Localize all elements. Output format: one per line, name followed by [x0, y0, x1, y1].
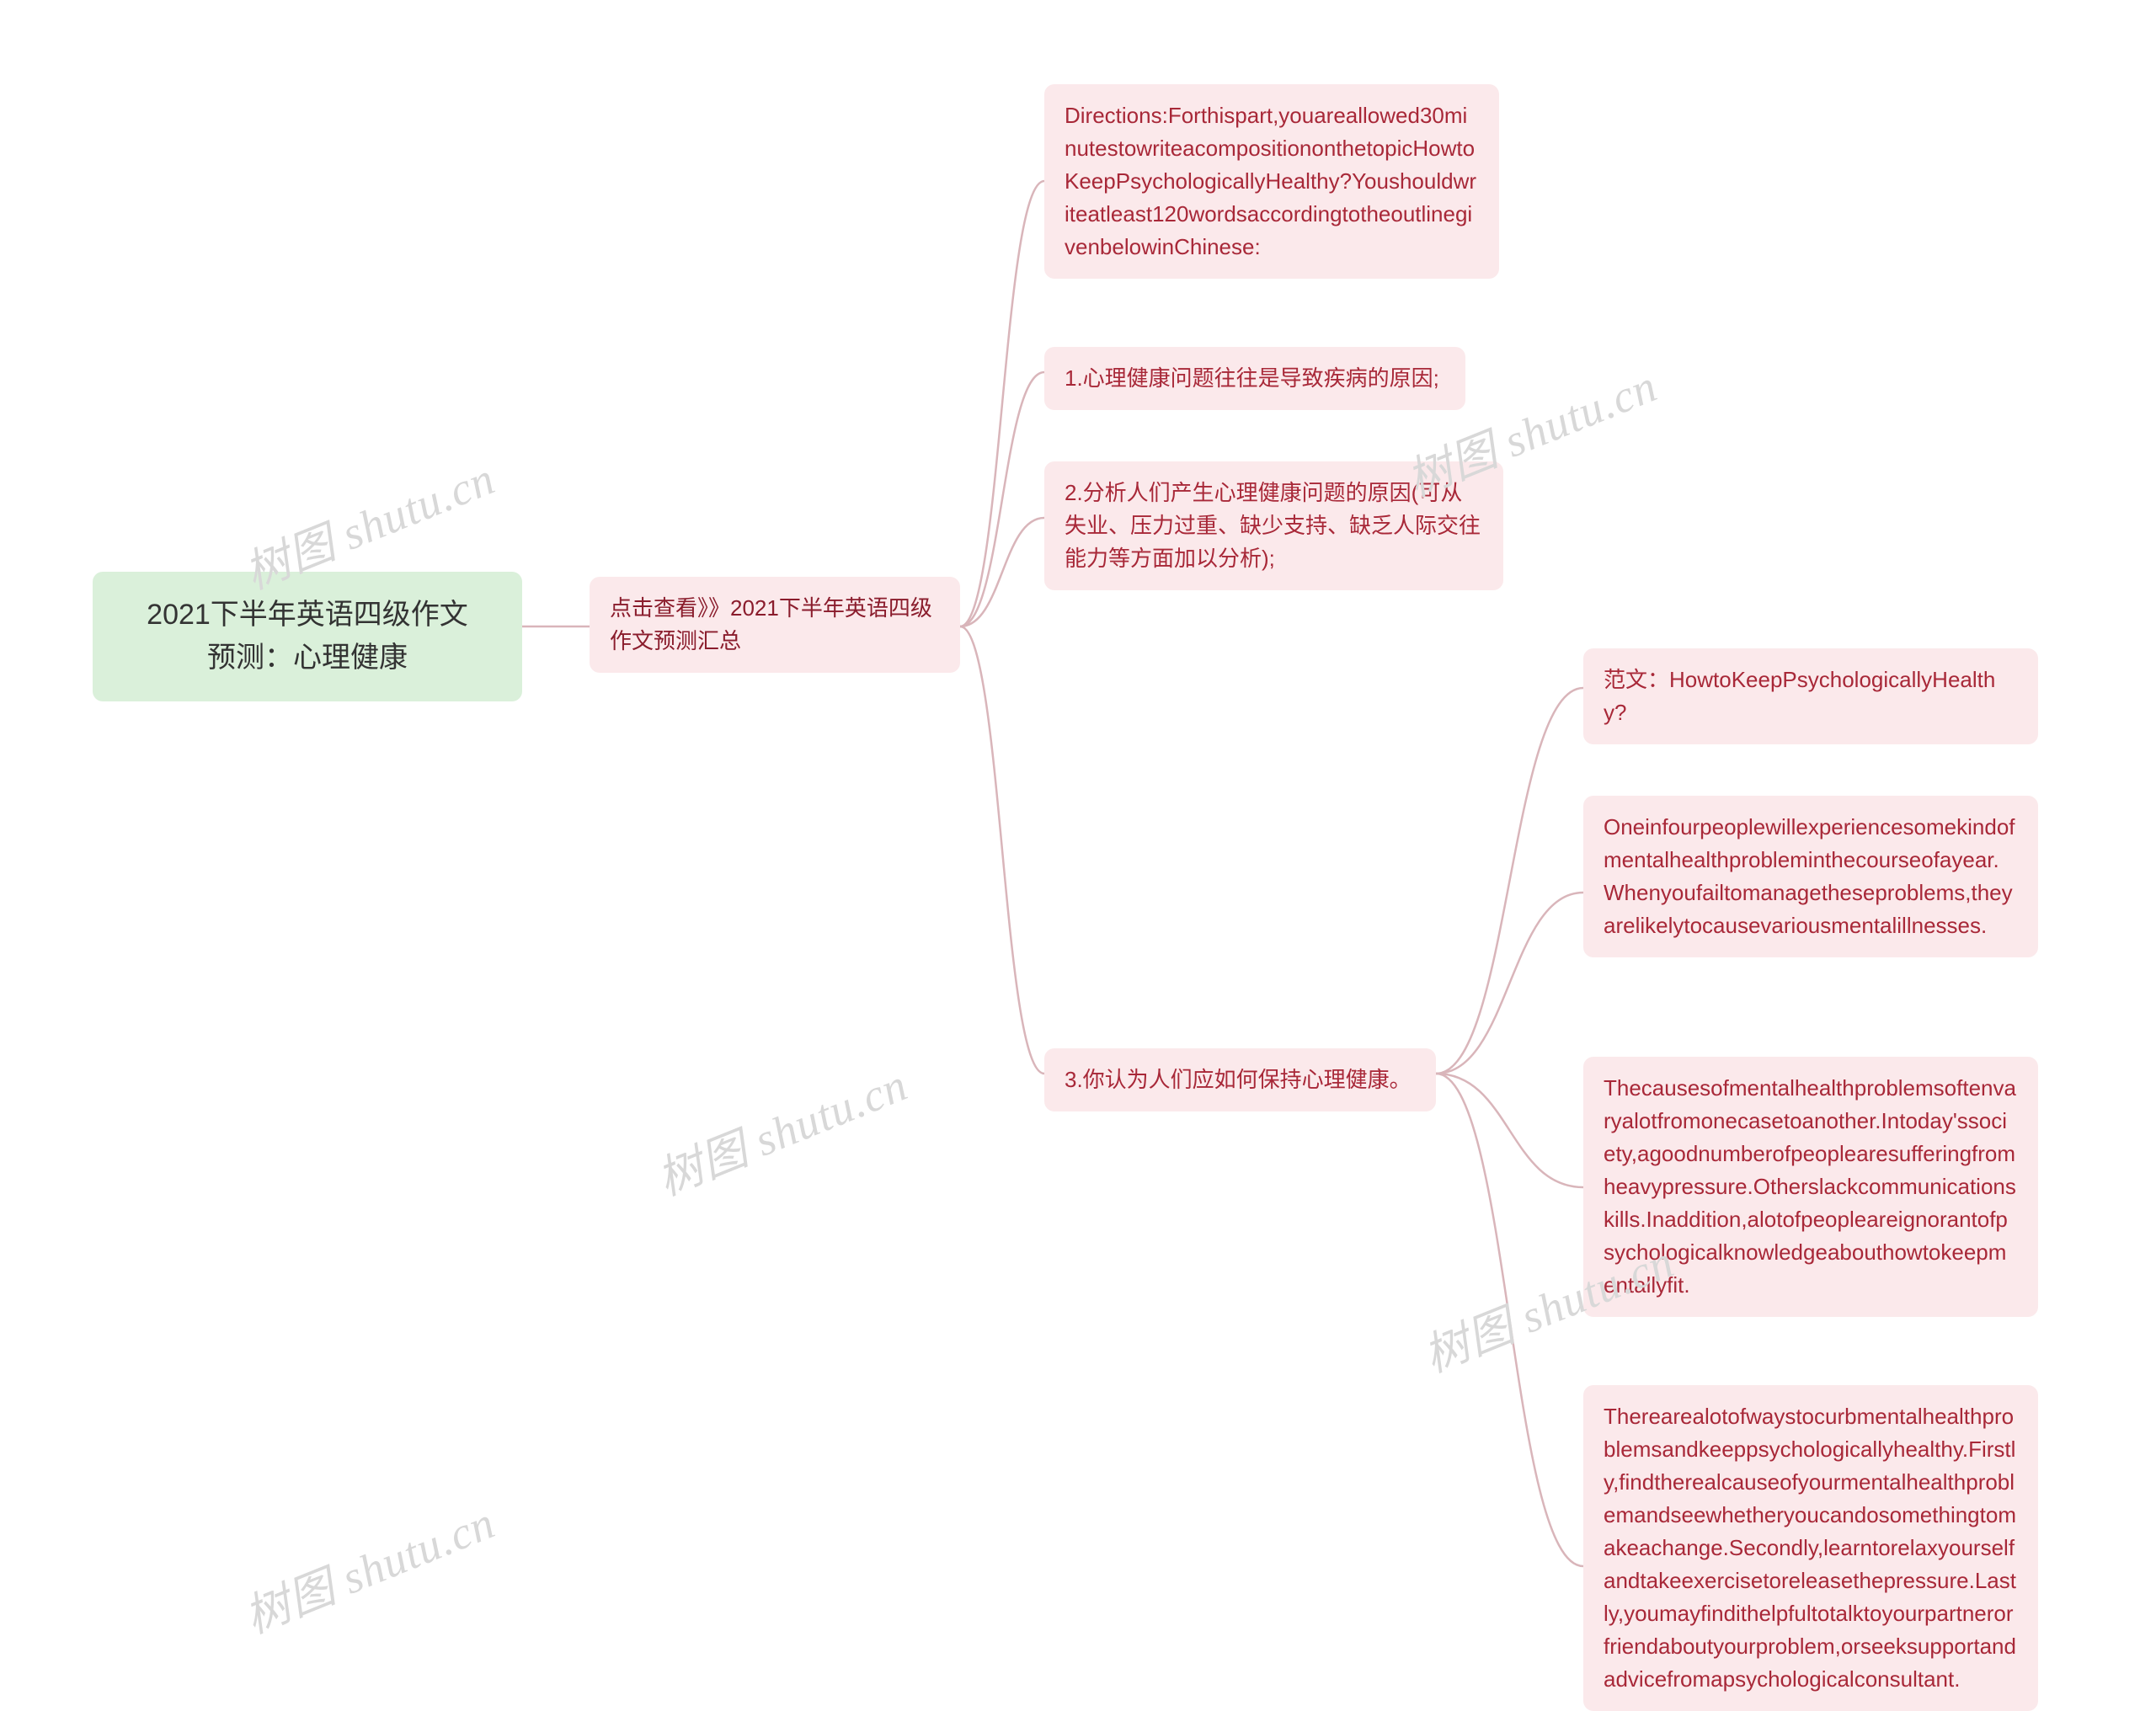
level3-node-title[interactable]: 范文：HowtoKeepPsychologicallyHealthy?	[1583, 648, 2038, 744]
connector-path	[1436, 893, 1583, 1074]
level2-node-directions[interactable]: Directions:Forthispart,youareallowed30mi…	[1044, 84, 1499, 279]
level3-text: 范文：HowtoKeepPsychologicallyHealthy?	[1604, 667, 1995, 725]
level1-node[interactable]: 点击查看》》2021下半年英语四级作文预测汇总	[590, 577, 960, 673]
level3-text: Oneinfourpeoplewillexperiencesomekindofm…	[1604, 814, 2015, 938]
level3-node-para2[interactable]: Thecausesofmentalhealthproblemsoftenvary…	[1583, 1057, 2038, 1317]
level2-text: Directions:Forthispart,youareallowed30mi…	[1065, 103, 1476, 259]
connector-path	[960, 372, 1044, 626]
watermark: 树图 shutu.cn	[233, 1485, 504, 1646]
level2-node-point1[interactable]: 1.心理健康问题往往是导致疾病的原因;	[1044, 347, 1465, 410]
level2-node-point3[interactable]: 3.你认为人们应如何保持心理健康。	[1044, 1048, 1436, 1111]
level3-text: Thecausesofmentalhealthproblemsoftenvary…	[1604, 1075, 2016, 1298]
connector-path	[1436, 1074, 1583, 1566]
connector-path	[960, 518, 1044, 626]
root-text: 2021下半年英语四级作文预测：心理健康	[147, 599, 468, 674]
level2-text: 2.分析人们产生心理健康问题的原因(可从失业、压力过重、缺少支持、缺乏人际交往能…	[1065, 480, 1481, 571]
level3-node-para3[interactable]: Therearealotofwaystocurbmentalhealthprob…	[1583, 1385, 2038, 1711]
level2-text: 1.心理健康问题往往是导致疾病的原因;	[1065, 365, 1439, 391]
level2-node-point2[interactable]: 2.分析人们产生心理健康问题的原因(可从失业、压力过重、缺少支持、缺乏人际交往能…	[1044, 461, 1503, 590]
connector-path	[1436, 688, 1583, 1074]
level3-node-para1[interactable]: Oneinfourpeoplewillexperiencesomekindofm…	[1583, 796, 2038, 957]
watermark: 树图 shutu.cn	[646, 1047, 916, 1208]
connector-path	[1436, 1074, 1583, 1187]
level1-text: 点击查看》》2021下半年英语四级作文预测汇总	[610, 595, 932, 653]
level2-text: 3.你认为人们应如何保持心理健康。	[1065, 1067, 1412, 1092]
root-node[interactable]: 2021下半年英语四级作文预测：心理健康	[93, 572, 522, 701]
connector-path	[960, 626, 1044, 1074]
level3-text: Therearealotofwaystocurbmentalhealthprob…	[1604, 1404, 2016, 1692]
connector-path	[960, 181, 1044, 626]
